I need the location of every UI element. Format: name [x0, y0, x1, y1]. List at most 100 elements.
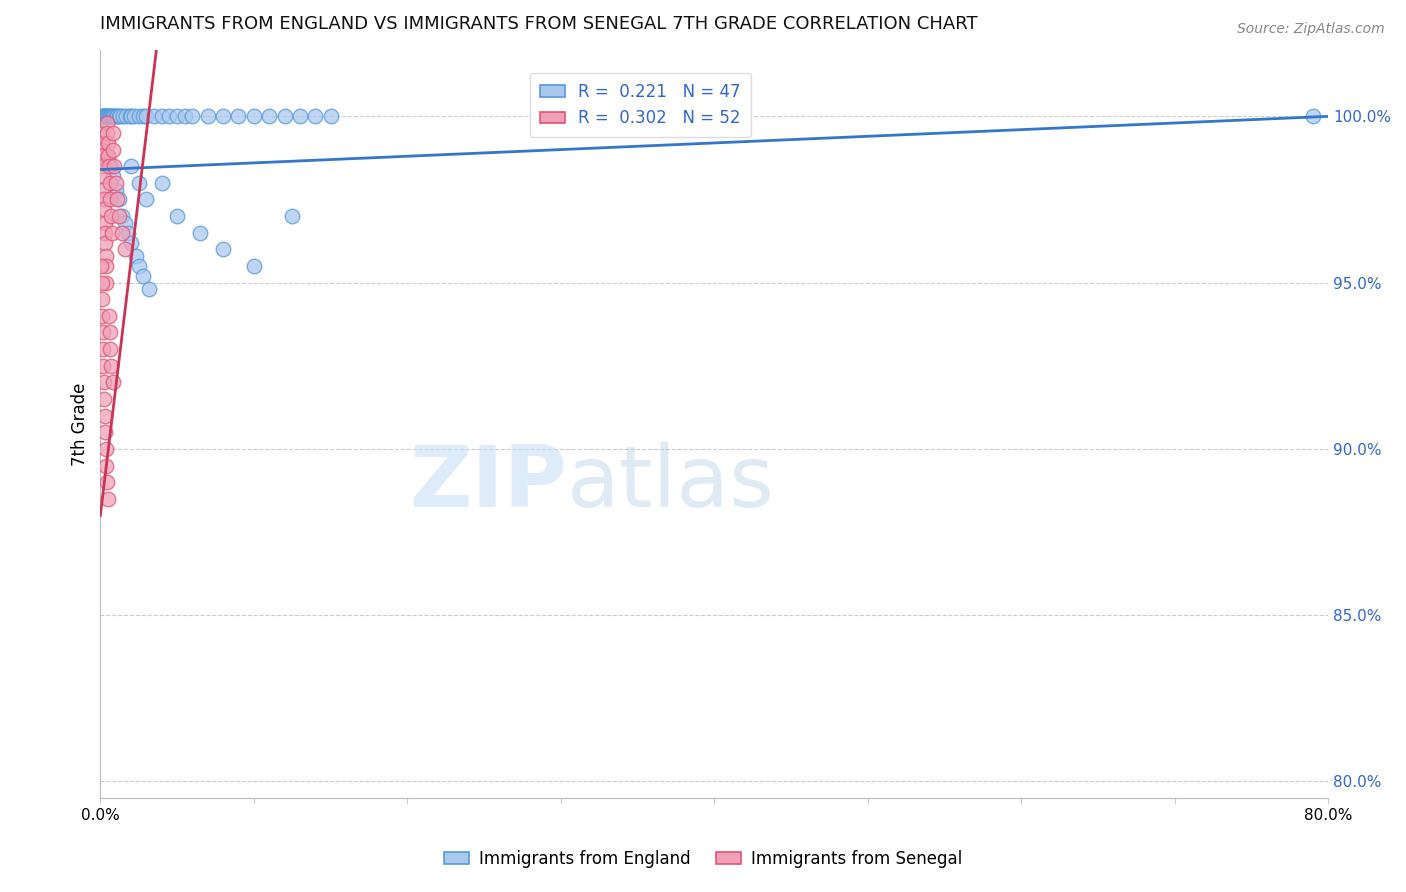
- Point: [188, 226, 211, 240]
- Point: [212, 243, 235, 257]
- Point: [96, 458, 118, 473]
- Point: [120, 235, 142, 250]
- Point: [94, 109, 117, 123]
- Point: [96, 126, 118, 140]
- Point: [128, 109, 150, 123]
- Point: [98, 193, 121, 207]
- Point: [1302, 109, 1324, 123]
- Point: [98, 176, 121, 190]
- Point: [120, 109, 142, 123]
- Point: [135, 109, 157, 123]
- Text: atlas: atlas: [567, 442, 775, 525]
- Point: [94, 226, 117, 240]
- Point: [166, 109, 188, 123]
- Y-axis label: 7th Grade: 7th Grade: [72, 383, 89, 466]
- Point: [281, 209, 304, 223]
- Point: [96, 109, 118, 123]
- Point: [100, 209, 122, 223]
- Point: [103, 143, 125, 157]
- Point: [101, 109, 124, 123]
- Point: [93, 109, 115, 123]
- Point: [93, 182, 115, 196]
- Point: [105, 193, 128, 207]
- Point: [114, 216, 136, 230]
- Point: [181, 109, 204, 123]
- Point: [118, 109, 141, 123]
- Point: [96, 116, 118, 130]
- Point: [101, 376, 124, 390]
- Point: [101, 169, 124, 184]
- Point: [228, 109, 250, 123]
- Point: [96, 109, 118, 123]
- Point: [173, 109, 195, 123]
- Point: [97, 149, 120, 163]
- Point: [93, 193, 115, 207]
- Point: [243, 259, 266, 273]
- Point: [103, 159, 125, 173]
- Point: [122, 109, 145, 123]
- Point: [93, 202, 115, 217]
- Point: [91, 169, 114, 184]
- Point: [104, 176, 127, 190]
- Point: [114, 243, 136, 257]
- Point: [124, 249, 146, 263]
- Point: [91, 309, 114, 323]
- Point: [135, 193, 157, 207]
- Point: [97, 136, 120, 150]
- Point: [93, 376, 115, 390]
- Point: [101, 109, 124, 123]
- Legend: R =  0.221   N = 47, R =  0.302   N = 52: R = 0.221 N = 47, R = 0.302 N = 52: [530, 73, 751, 137]
- Point: [143, 109, 166, 123]
- Point: [288, 109, 311, 123]
- Point: [91, 109, 114, 123]
- Point: [100, 109, 122, 123]
- Point: [90, 143, 112, 157]
- Point: [197, 109, 219, 123]
- Point: [150, 176, 173, 190]
- Point: [93, 216, 115, 230]
- Point: [104, 109, 127, 123]
- Point: [128, 176, 150, 190]
- Point: [212, 109, 235, 123]
- Point: [93, 359, 115, 373]
- Point: [97, 491, 120, 506]
- Point: [103, 109, 125, 123]
- Legend: Immigrants from England, Immigrants from Senegal: Immigrants from England, Immigrants from…: [437, 844, 969, 875]
- Point: [97, 159, 120, 173]
- Point: [98, 109, 121, 123]
- Point: [97, 309, 120, 323]
- Point: [90, 259, 112, 273]
- Point: [101, 126, 124, 140]
- Point: [157, 109, 180, 123]
- Point: [94, 425, 117, 440]
- Point: [101, 226, 124, 240]
- Point: [91, 342, 114, 356]
- Point: [150, 109, 173, 123]
- Point: [94, 249, 117, 263]
- Point: [107, 193, 129, 207]
- Point: [96, 259, 118, 273]
- Point: [97, 149, 120, 163]
- Text: Source: ZipAtlas.com: Source: ZipAtlas.com: [1237, 22, 1385, 37]
- Point: [100, 159, 122, 173]
- Point: [94, 235, 117, 250]
- Point: [138, 282, 160, 296]
- Point: [243, 109, 266, 123]
- Point: [93, 143, 115, 157]
- Point: [166, 209, 188, 223]
- Point: [104, 182, 127, 196]
- Point: [97, 109, 120, 123]
- Point: [90, 276, 112, 290]
- Point: [90, 136, 112, 150]
- Point: [117, 226, 139, 240]
- Point: [93, 409, 115, 423]
- Point: [94, 442, 117, 456]
- Point: [110, 109, 132, 123]
- Point: [128, 259, 150, 273]
- Point: [105, 109, 128, 123]
- Point: [257, 109, 280, 123]
- Point: [97, 109, 120, 123]
- Point: [90, 109, 112, 123]
- Point: [90, 126, 112, 140]
- Point: [96, 276, 118, 290]
